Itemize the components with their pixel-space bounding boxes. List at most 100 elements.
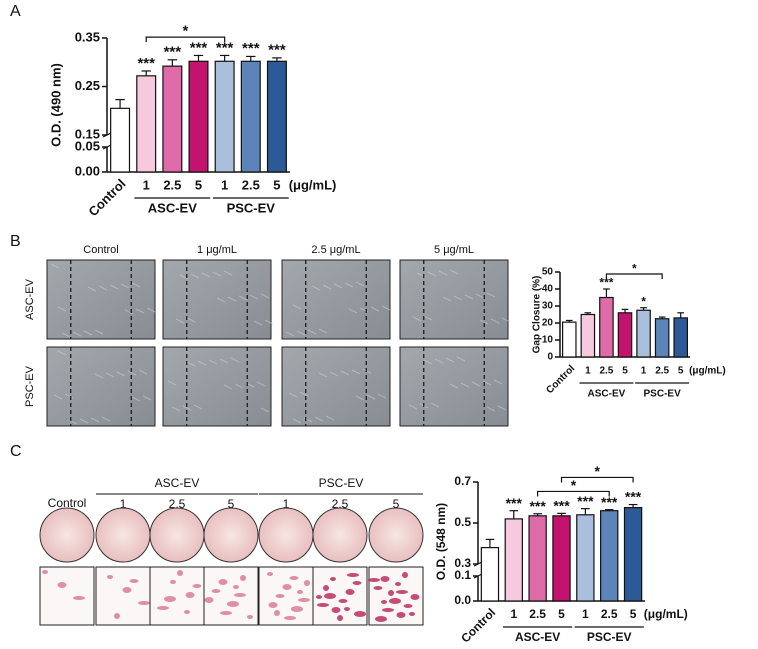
x-tick-label: 5 (273, 177, 280, 192)
cell-texture (307, 329, 317, 335)
stain-blob (138, 601, 150, 605)
cell-texture (57, 350, 67, 356)
stain-blob (330, 577, 336, 581)
bar (623, 507, 643, 602)
stain-blob (410, 594, 420, 600)
cell-texture (208, 359, 218, 365)
stain-blob (298, 598, 310, 602)
x-tick-label: 2.5 (529, 607, 546, 621)
cell-texture (109, 284, 119, 290)
cell-texture (249, 294, 259, 300)
bar (576, 514, 595, 602)
stain-blob (247, 615, 253, 619)
bar (240, 60, 261, 173)
stain-blob (274, 610, 280, 616)
cell-texture (493, 379, 503, 385)
significance-label: *** (625, 489, 642, 505)
y-tick-label: 50 (542, 267, 554, 278)
y-tick-label: 0.5 (454, 515, 471, 529)
stain-blob (304, 580, 310, 586)
stain-blob (122, 587, 132, 593)
stain-blob (396, 612, 406, 618)
x-tick-label: 2.5 (601, 607, 618, 621)
micrograph (281, 259, 391, 340)
cell-texture (179, 274, 189, 280)
cell-texture (355, 281, 365, 287)
cell-texture (256, 381, 266, 387)
cell-texture (230, 357, 240, 363)
group-label: PSC-EV (319, 476, 364, 490)
y-tick-label: 10 (542, 335, 554, 346)
stain-blob (297, 590, 303, 594)
cell-texture (318, 372, 328, 378)
group-label: ASC-EV (515, 630, 560, 644)
concentration-label: 2.5 (332, 497, 349, 511)
stain-blob (347, 573, 359, 577)
y-tick-label: 0.0 (454, 593, 471, 607)
bar (214, 60, 235, 173)
cell-texture (72, 331, 82, 337)
stain-blob (368, 578, 380, 582)
stain-blob (157, 606, 169, 610)
cell-texture (83, 330, 93, 336)
cell-texture (479, 319, 489, 325)
stain-blob (388, 590, 394, 596)
row-label: PSC-EV (24, 365, 36, 407)
cell-texture (475, 293, 485, 299)
cell-texture (490, 318, 500, 324)
micrograph (46, 346, 156, 427)
cell-texture (464, 294, 474, 300)
y-tick-label: 0.3 (454, 556, 471, 570)
cell-texture (135, 308, 145, 314)
cell-texture (264, 319, 274, 325)
micrograph (46, 259, 156, 340)
well (149, 507, 205, 563)
cell-texture (486, 406, 496, 412)
x-tick-label: 1 (221, 177, 228, 192)
cell-texture (449, 269, 459, 275)
cell-texture (227, 296, 237, 302)
cell-texture (445, 357, 455, 363)
cell-texture (105, 372, 115, 378)
stain-blob (268, 602, 278, 608)
cell-texture (456, 356, 466, 362)
stain-blob (344, 607, 350, 611)
cell-texture (90, 417, 100, 423)
stain-blob (129, 579, 139, 583)
cell-texture (79, 418, 89, 424)
y-axis-label: O.D. (548 nm) (434, 503, 448, 580)
stain-blob (382, 608, 394, 612)
bar (600, 510, 619, 602)
x-tick-label: Control (458, 605, 498, 645)
stain-blob (233, 585, 239, 589)
significance-label: * (641, 294, 646, 308)
cell-texture (190, 273, 200, 279)
x-tick-label: 2.5 (599, 366, 613, 377)
x-tick-label: 1 (641, 366, 647, 377)
cell-texture (87, 286, 97, 292)
concentration-label: 5 (393, 497, 400, 511)
stain-blob (185, 592, 195, 598)
bar (580, 313, 596, 358)
cell-texture (120, 283, 130, 289)
bar (654, 318, 670, 358)
cell-texture (408, 404, 418, 410)
group-label: PSC-EV (587, 630, 632, 644)
well (95, 507, 151, 563)
cell-texture (333, 283, 343, 289)
stain-blob (396, 590, 408, 594)
significance-bracket (560, 476, 634, 483)
cell-texture (438, 270, 448, 276)
cell-texture (344, 282, 354, 288)
row-label: ASC-EV (24, 278, 36, 320)
bracket-label: * (571, 477, 577, 493)
cell-texture (260, 407, 270, 413)
cell-texture (223, 270, 233, 276)
x-tick-label: 2.5 (163, 177, 181, 192)
x-tick-label: 5 (678, 366, 684, 377)
bracket-label: * (595, 463, 601, 479)
cell-texture (340, 370, 350, 376)
bar (162, 65, 183, 173)
cell-texture (216, 297, 226, 303)
micrograph (162, 346, 272, 427)
